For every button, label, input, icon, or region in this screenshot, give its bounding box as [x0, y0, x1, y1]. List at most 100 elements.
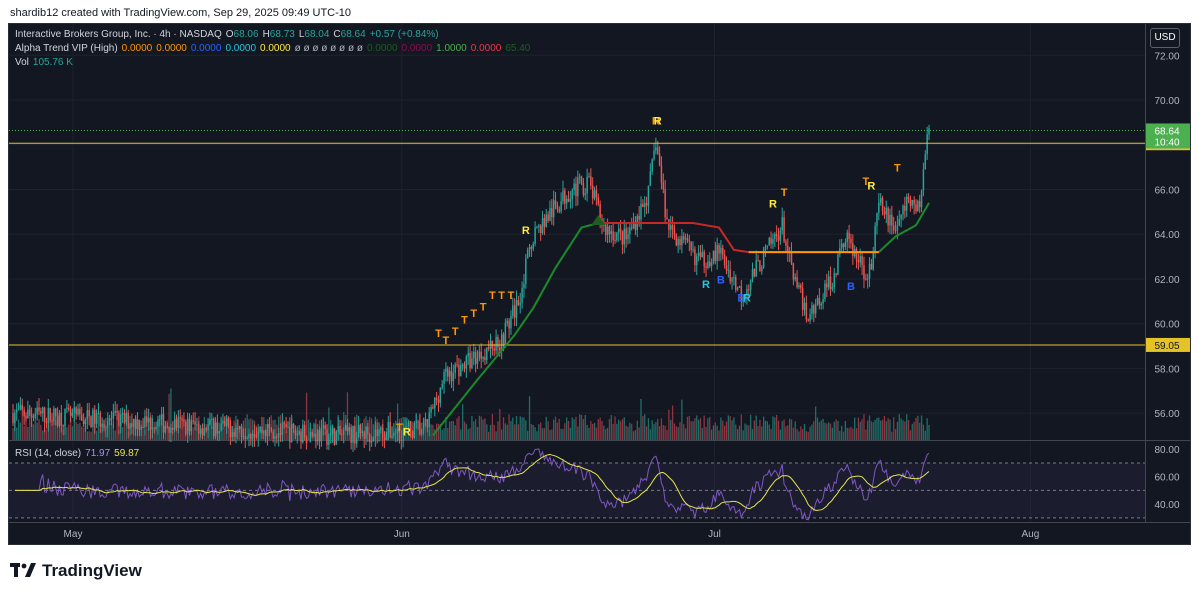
volume-bar — [116, 414, 118, 440]
candle-body — [748, 289, 750, 291]
chart-panel[interactable]: 68.0759.05TRTTTTTTTTTRRRRBBRRTBTRT72.007… — [8, 23, 1191, 545]
volume-bar — [632, 431, 635, 440]
rsi-line — [14, 448, 930, 521]
candle-body — [785, 241, 787, 246]
candle-body — [833, 273, 835, 288]
volume-bar — [815, 406, 817, 440]
price-chart[interactable]: 68.0759.05TRTTTTTTTTTRRRRBBRRTBTRT72.007… — [9, 24, 1190, 544]
candle-body — [842, 243, 845, 247]
volume-bar — [34, 415, 36, 440]
candle-body — [876, 212, 878, 227]
candle-body — [370, 440, 373, 443]
volume-bar — [92, 428, 94, 440]
volume-bar — [846, 427, 848, 440]
candle-body — [231, 432, 233, 438]
volume-bar — [476, 427, 479, 440]
volume-bar — [835, 419, 837, 440]
level-tag — [1146, 337, 1190, 352]
candle-body — [500, 334, 503, 351]
candle-body — [95, 413, 98, 424]
candle-body — [506, 320, 508, 324]
candle-body — [404, 426, 406, 429]
candle-body — [94, 409, 96, 424]
currency-button[interactable]: USD — [1150, 28, 1180, 48]
volume-bar — [40, 424, 42, 440]
volume-bar — [601, 420, 603, 440]
candle-body — [240, 426, 243, 437]
volume-bar — [562, 428, 564, 440]
candle-body — [250, 433, 252, 440]
volume-bar — [783, 419, 785, 440]
volume-bar — [755, 415, 757, 440]
candle-body — [432, 407, 434, 409]
candle-body — [73, 407, 76, 413]
volume-bar — [68, 424, 70, 440]
candle-body — [798, 285, 800, 288]
candle-body — [911, 199, 914, 206]
candle-body — [428, 412, 430, 428]
candle-body — [744, 295, 746, 298]
candle-body — [264, 430, 267, 437]
volume-value: 105.76 K — [32, 57, 73, 68]
volume-bar — [606, 427, 609, 440]
volume-legend: Vol 105.76 K — [15, 57, 77, 68]
volume-bar — [194, 426, 196, 440]
volume-bar — [164, 430, 167, 440]
candle-body — [320, 428, 323, 442]
candle-body — [617, 228, 620, 233]
candle-body — [259, 426, 261, 432]
candle-body — [112, 412, 115, 419]
indicator-value-2: 0.0000 — [190, 43, 222, 54]
candle-body — [142, 426, 144, 428]
candle-body — [447, 368, 449, 377]
candle-body — [772, 239, 774, 244]
candle-body — [357, 424, 360, 438]
volume-bar — [608, 419, 611, 440]
volume-bar — [738, 425, 741, 440]
candle-body — [337, 426, 339, 432]
candle-body — [227, 418, 230, 426]
candle-body — [852, 243, 854, 257]
candle-body — [289, 426, 291, 443]
signal-label: T — [862, 176, 869, 188]
volume-bar — [569, 427, 572, 440]
volume-bar — [370, 418, 373, 440]
volume-bar — [748, 425, 750, 440]
volume-bar — [573, 419, 575, 440]
signal-label: R — [867, 181, 875, 193]
candle-body — [69, 409, 72, 416]
candle-body — [590, 176, 592, 186]
candle-body — [211, 418, 213, 420]
signal-label: R — [522, 225, 530, 237]
open-label: O — [225, 29, 234, 40]
volume-bar — [417, 422, 419, 440]
candle-body — [718, 245, 720, 254]
candle-body — [458, 365, 460, 377]
volume-bar — [246, 414, 248, 440]
candle-body — [668, 219, 670, 230]
volume-bar — [121, 427, 124, 440]
candle-body — [413, 422, 416, 438]
candle-body — [642, 203, 644, 208]
candle-body — [272, 431, 274, 439]
volume-bar — [584, 414, 586, 440]
candle-body — [928, 128, 930, 135]
volume-bar — [891, 431, 893, 440]
volume-bar — [58, 428, 61, 440]
candle-body — [792, 263, 795, 280]
candle-body — [768, 237, 770, 246]
candle-body — [677, 238, 679, 246]
candle-body — [257, 431, 260, 437]
candle-body — [287, 426, 289, 428]
volume-bar — [209, 420, 211, 440]
volume-bar — [131, 428, 133, 440]
volume-bar — [504, 423, 507, 440]
candle-body — [268, 423, 271, 428]
candle-body — [81, 414, 83, 421]
volume-bar — [525, 420, 527, 440]
candle-body — [779, 230, 782, 241]
volume-bar — [666, 429, 668, 440]
candle-body — [452, 372, 455, 382]
volume-bar — [761, 426, 763, 440]
indicator-value-7: 0.0000 — [401, 43, 433, 54]
